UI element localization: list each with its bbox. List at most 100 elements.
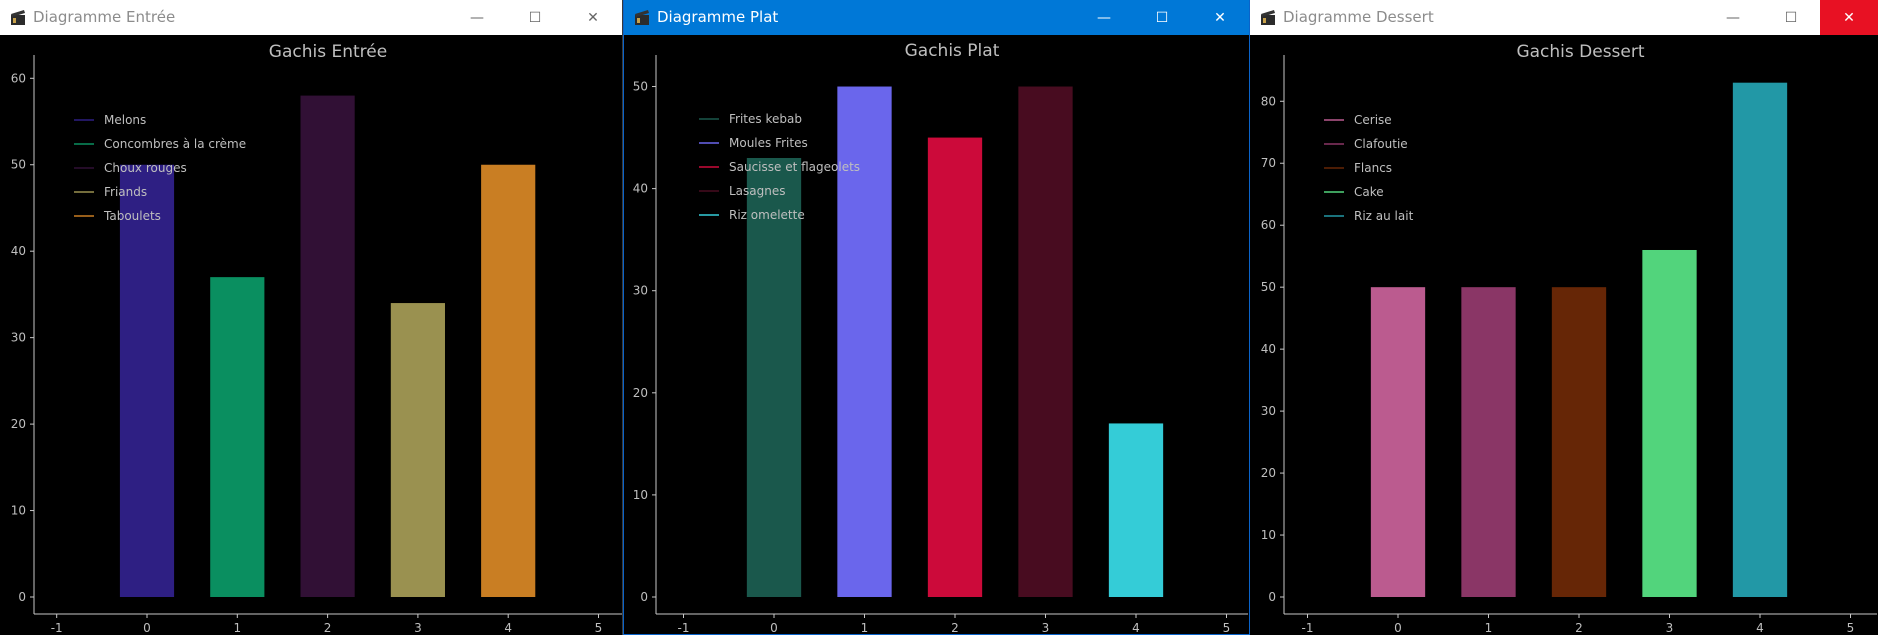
x-tick-label: 2 bbox=[951, 621, 959, 635]
legend-label: Concombres à la crème bbox=[104, 137, 246, 151]
x-tick-label: -1 bbox=[1302, 621, 1314, 635]
legend-label: Flancs bbox=[1354, 161, 1392, 175]
chart-area: Gachis Plat 0 10 20 30 40 50 -1 0 1 2 3 4 5 Frites keb… bbox=[624, 35, 1249, 635]
x-tick-label: 2 bbox=[324, 621, 332, 635]
minimize-icon: — bbox=[470, 9, 484, 26]
close-button[interactable]: ✕ bbox=[1820, 0, 1878, 35]
bar-0 bbox=[1370, 287, 1426, 597]
bar-2 bbox=[1551, 287, 1607, 597]
x-tick-label: 1 bbox=[861, 621, 869, 635]
legend-label: Cake bbox=[1354, 185, 1384, 199]
bar-chart-entree: Gachis Entrée 0 10 20 30 40 50 60 -1 0 1 2 3 4 5 Melons… bbox=[11, 42, 622, 635]
window-title: Diagramme Plat bbox=[657, 8, 779, 26]
x-tick-label: 0 bbox=[770, 621, 778, 635]
window-plat: Diagramme Plat — ☐ ✕ Gachis Plat 0 10 20 30 4… bbox=[623, 0, 1250, 635]
minimize-button[interactable]: — bbox=[448, 0, 506, 35]
y-tick-label: 20 bbox=[633, 386, 648, 400]
legend-label: Riz au lait bbox=[1354, 209, 1414, 223]
close-icon: ✕ bbox=[1843, 9, 1855, 26]
x-tick-label: -1 bbox=[51, 621, 63, 635]
maximize-icon: ☐ bbox=[1155, 9, 1169, 26]
x-tick-label: 2 bbox=[1575, 621, 1583, 635]
bar-1 bbox=[837, 86, 892, 598]
x-tick-label: 5 bbox=[1847, 621, 1855, 635]
x-tick-label: 3 bbox=[1666, 621, 1674, 635]
bar-1 bbox=[210, 277, 265, 597]
window-entree: Diagramme Entrée — ☐ ✕ Gachis Entrée 0 10 2… bbox=[0, 0, 623, 635]
bar-1 bbox=[1461, 287, 1516, 597]
app-clapperboard-icon bbox=[1261, 10, 1275, 25]
titlebar[interactable]: Diagramme Plat — ☐ ✕ bbox=[624, 0, 1249, 35]
app-clapperboard-icon bbox=[11, 10, 25, 25]
y-tick-label: 30 bbox=[11, 331, 26, 345]
x-tick-label: 0 bbox=[143, 621, 151, 635]
y-tick-label: 30 bbox=[633, 284, 648, 298]
y-tick-label: 40 bbox=[1261, 342, 1276, 356]
close-button[interactable]: ✕ bbox=[1191, 0, 1249, 35]
close-button[interactable]: ✕ bbox=[564, 0, 622, 35]
window-dessert: Diagramme Dessert — ☐ ✕ Gachis Dessert 0 1… bbox=[1250, 0, 1878, 635]
minimize-icon: — bbox=[1726, 9, 1740, 26]
x-tick-label: 1 bbox=[1485, 621, 1493, 635]
y-tick-label: 50 bbox=[1261, 280, 1276, 294]
chart-area: Gachis Dessert 0 10 20 30 40 50 60 70 80 -1 0 1 2 3 4 5 C… bbox=[1250, 35, 1878, 635]
x-tick-label: 0 bbox=[1394, 621, 1402, 635]
legend-label: Clafoutie bbox=[1354, 137, 1408, 151]
y-tick-label: 0 bbox=[1268, 590, 1276, 604]
chart-title: Gachis Plat bbox=[905, 41, 1000, 61]
bar-4 bbox=[1732, 82, 1788, 597]
y-tick-label: 0 bbox=[18, 590, 26, 604]
bar-2 bbox=[927, 137, 983, 598]
y-tick-label: 60 bbox=[11, 71, 26, 85]
y-tick-label: 20 bbox=[11, 417, 26, 431]
legend-label: Taboulets bbox=[103, 209, 161, 223]
y-tick-label: 30 bbox=[1261, 404, 1276, 418]
chart-title: Gachis Entrée bbox=[269, 42, 387, 62]
minimize-button[interactable]: — bbox=[1704, 0, 1762, 35]
legend-label: Riz omelette bbox=[729, 208, 805, 222]
window-title: Diagramme Dessert bbox=[1283, 8, 1434, 26]
y-tick-label: 0 bbox=[640, 590, 648, 604]
x-tick-label: -1 bbox=[678, 621, 690, 635]
window-title: Diagramme Entrée bbox=[33, 8, 176, 26]
bar-0 bbox=[746, 157, 802, 597]
chart-title: Gachis Dessert bbox=[1516, 42, 1644, 62]
legend-label: Frites kebab bbox=[729, 112, 802, 126]
bar-chart-dessert: Gachis Dessert 0 10 20 30 40 50 60 70 80 -1 0 1 2 3 4 5 C… bbox=[1261, 42, 1877, 635]
maximize-button[interactable]: ☐ bbox=[1762, 0, 1820, 35]
y-tick-label: 10 bbox=[1261, 528, 1276, 542]
titlebar[interactable]: Diagramme Dessert — ☐ ✕ bbox=[1250, 0, 1878, 35]
chart-area: Gachis Entrée 0 10 20 30 40 50 60 -1 0 1 2 3 4 5 Melons… bbox=[0, 35, 622, 635]
close-icon: ✕ bbox=[587, 9, 599, 26]
app-clapperboard-icon bbox=[635, 10, 649, 25]
y-tick-label: 50 bbox=[633, 80, 648, 94]
y-tick-label: 10 bbox=[633, 488, 648, 502]
minimize-button[interactable]: — bbox=[1075, 0, 1133, 35]
y-tick-label: 80 bbox=[1261, 94, 1276, 108]
bar-4 bbox=[1108, 423, 1164, 597]
legend-label: Choux rouges bbox=[104, 161, 187, 175]
maximize-icon: ☐ bbox=[1784, 9, 1798, 26]
x-tick-label: 1 bbox=[233, 621, 241, 635]
x-tick-label: 5 bbox=[595, 621, 603, 635]
x-tick-label: 4 bbox=[1756, 621, 1764, 635]
bar-3 bbox=[1642, 249, 1697, 598]
bar-2 bbox=[300, 95, 355, 598]
legend-label: Moules Frites bbox=[729, 136, 808, 150]
y-tick-label: 10 bbox=[11, 504, 26, 518]
titlebar[interactable]: Diagramme Entrée — ☐ ✕ bbox=[0, 0, 622, 35]
maximize-icon: ☐ bbox=[528, 9, 542, 26]
x-tick-label: 3 bbox=[1042, 621, 1050, 635]
maximize-button[interactable]: ☐ bbox=[506, 0, 564, 35]
x-tick-label: 3 bbox=[414, 621, 422, 635]
y-tick-label: 20 bbox=[1261, 466, 1276, 480]
y-tick-label: 70 bbox=[1261, 156, 1276, 170]
legend-label: Saucisse et flageolets bbox=[729, 160, 860, 174]
x-tick-label: 4 bbox=[1132, 621, 1140, 635]
legend-label: Melons bbox=[104, 113, 146, 127]
maximize-button[interactable]: ☐ bbox=[1133, 0, 1191, 35]
minimize-icon: — bbox=[1097, 9, 1111, 26]
y-tick-label: 50 bbox=[11, 158, 26, 172]
bar-3 bbox=[1018, 86, 1073, 598]
y-tick-label: 60 bbox=[1261, 218, 1276, 232]
